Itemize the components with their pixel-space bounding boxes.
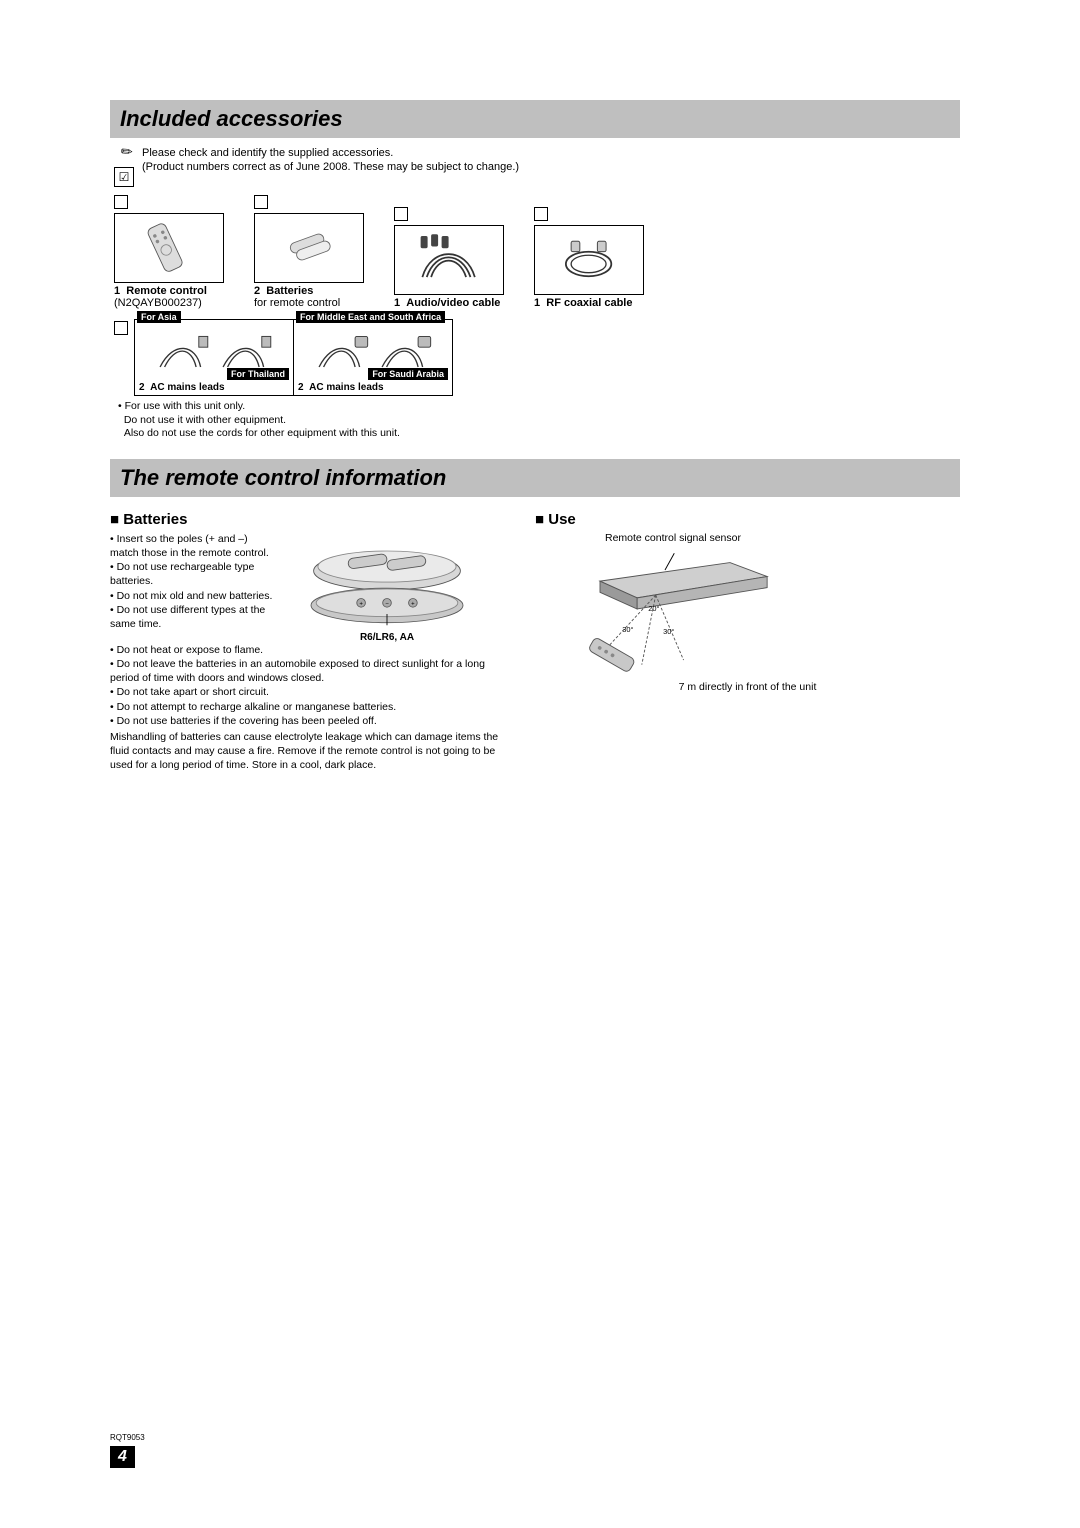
intro-row: ✎ ☑ Please check and identify the suppli… [114,146,960,187]
use-diagram: 20° 30° 30° [535,544,960,677]
use-caption: 7 m directly in front of the unit [535,681,960,693]
accessory-batteries: 2 Batteries for remote control [254,195,364,309]
page-footer: RQT9053 4 [110,1433,145,1468]
region-tag-saudi: For Saudi Arabia [368,368,448,380]
mains-note-1: For use with this unit only. [125,400,246,412]
heading-remote-info: The remote control information [120,465,950,491]
heading-accessories: Included accessories [120,106,950,132]
svg-text:+: + [359,601,363,607]
checkbox-icon: ☑ [114,167,134,187]
angle-label: 30° [622,625,633,634]
batt-bullet: Do not mix old and new batteries. [110,589,275,603]
batt-bullet: Do not use batteries if the covering has… [110,714,505,728]
region-asia-box: For Asia For Thailand 2 AC mains leads [134,319,294,396]
batteries-rest-list: Do not heat or expose to flame. Do not l… [110,643,505,728]
angle-label: 30° [663,627,674,636]
intro-text: Please check and identify the supplied a… [142,146,519,175]
batteries-column: ■ Batteries Insert so the poles (+ and –… [110,505,505,773]
batteries-illustration [254,213,364,283]
checkbox-icon [534,207,548,221]
batt-bullet: Do not use rechargeable type batteries. [110,560,275,588]
batt-bullet: Do not take apart or short circuit. [110,685,505,699]
battery-insert-diagram: + − + R6/LR6, AA [287,532,487,643]
region-tag-asia: For Asia [137,311,181,323]
remote-info-columns: ■ Batteries Insert so the poles (+ and –… [110,505,960,773]
rf-cable-illustration [534,225,644,295]
checkbox-icon [114,195,128,209]
batteries-top-text: Insert so the poles (+ and –) match thos… [110,532,275,631]
batt-bullet: Do not leave the batteries in an automob… [110,657,505,685]
accessories-row: 1 Remote control (N2QAYB000237) 2 Batter… [114,195,960,309]
accessory-av-cable: 1 Audio/video cable [394,207,504,309]
svg-text:−: − [385,601,389,607]
checkbox-icon [114,321,128,335]
checkbox-icon [254,195,268,209]
sensor-label: Remote control signal sensor [605,532,960,544]
accessory-sub: for remote control [254,297,340,309]
use-heading: ■ Use [535,511,960,528]
region-caption: 2 AC mains leads [294,380,452,395]
batt-bullet: Insert so the poles (+ and –) match thos… [110,532,275,560]
accessory-label: 2 Batteries [254,285,313,297]
region-tag-thailand: For Thailand [227,368,289,380]
region-caption: 2 AC mains leads [135,380,293,395]
accessory-label: 1 Remote control [114,285,207,297]
accessory-remote: 1 Remote control (N2QAYB000237) [114,195,224,309]
intro-line-2: (Product numbers correct as of June 2008… [142,160,519,174]
batt-bullet: Do not attempt to recharge alkaline or m… [110,700,505,714]
doc-code: RQT9053 [110,1433,145,1442]
checkbox-icon [394,207,408,221]
mains-notes: • For use with this unit only. Do not us… [118,400,960,441]
svg-text:+: + [411,601,415,607]
angle-label: 20° [648,604,659,613]
mains-note-2: Do not use it with other equipment. [124,414,286,426]
mains-note-3: Also do not use the cords for other equi… [124,427,400,439]
region-group: For Asia For Thailand 2 AC mains leads F… [114,319,960,396]
av-cable-illustration [394,225,504,295]
region-me-sa-box: For Middle East and South Africa For Sau… [293,319,453,396]
batt-bullet: Do not heat or expose to flame. [110,643,505,657]
batteries-heading: ■ Batteries [110,511,505,528]
use-column: ■ Use Remote control signal sensor 20° [535,505,960,693]
accessory-label: 1 Audio/video cable [394,297,500,309]
region-tag-me-sa: For Middle East and South Africa [296,311,445,323]
battery-type-label: R6/LR6, AA [287,632,487,643]
batteries-top-row: Insert so the poles (+ and –) match thos… [110,532,505,643]
accessory-rf-cable: 1 RF coaxial cable [534,207,644,309]
pencil-icon: ✎ [117,142,137,163]
page-number-badge: 4 [110,1446,135,1468]
accessory-sub: (N2QAYB000237) [114,297,202,309]
section-banner-accessories: Included accessories [110,100,960,138]
batteries-paragraph: Mishandling of batteries can cause elect… [110,730,505,773]
intro-line-1: Please check and identify the supplied a… [142,146,519,160]
batt-bullet: Do not use different types at the same t… [110,603,275,631]
section-banner-remote: The remote control information [110,459,960,497]
accessory-label: 1 RF coaxial cable [534,297,632,309]
remote-illustration [114,213,224,283]
